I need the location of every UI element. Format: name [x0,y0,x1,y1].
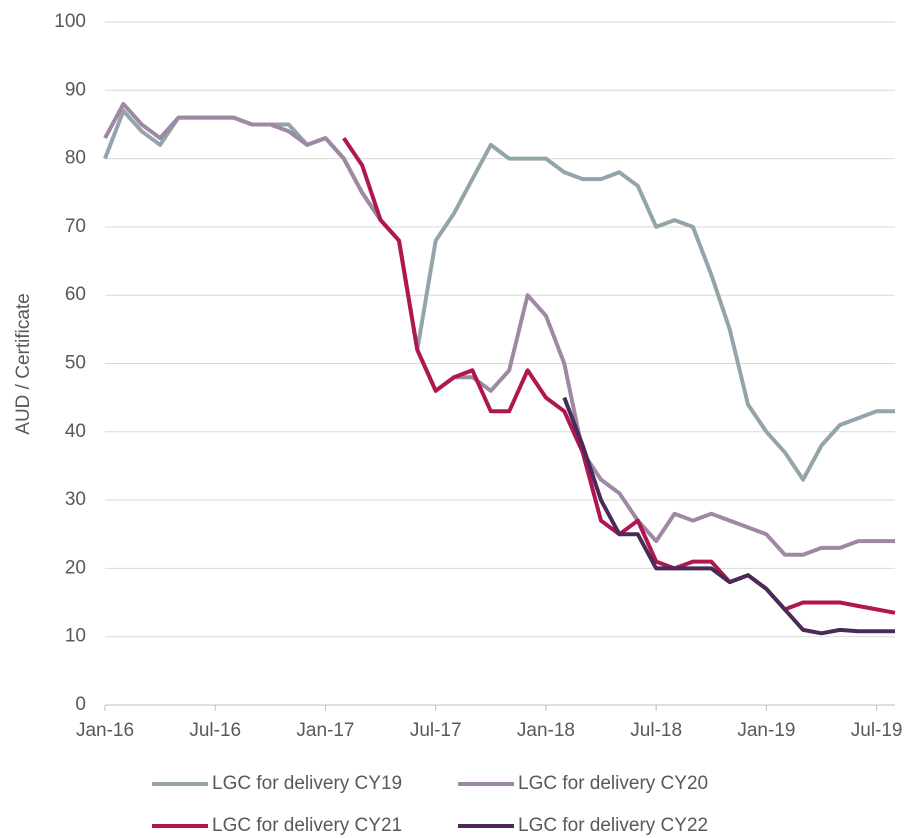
y-tick-label: 90 [65,79,86,100]
x-tick-label: Jan-18 [517,720,575,741]
y-tick-label: 70 [65,216,86,237]
y-tick-label: 10 [65,626,86,647]
x-tick-label: Jul-17 [410,720,462,741]
legend-label: LGC for delivery CY19 [212,773,402,794]
y-tick-label: 40 [65,421,86,442]
y-tick-label: 100 [54,11,86,32]
y-tick-label: 50 [65,353,86,374]
legend-label: LGC for delivery CY20 [518,773,708,794]
y-tick-label: 80 [65,148,86,169]
x-tick-label: Jul-19 [851,720,903,741]
y-tick-label: 60 [65,284,86,305]
y-tick-label: 0 [75,694,86,715]
x-tick-label: Jan-19 [737,720,795,741]
x-tick-label: Jul-18 [630,720,682,741]
series-line [103,102,895,557]
legend-label: LGC for delivery CY22 [518,815,708,836]
x-tick-label: Jan-17 [296,720,354,741]
x-tick-label: Jul-16 [189,720,241,741]
series-line [562,396,895,636]
y-tick-label: 20 [65,557,86,578]
y-tick-label: 30 [65,489,86,510]
series-line [342,136,896,615]
x-tick-label: Jan-16 [76,720,134,741]
legend-label: LGC for delivery CY21 [212,815,402,836]
y-axis-label: AUD / Certificate [13,293,34,434]
